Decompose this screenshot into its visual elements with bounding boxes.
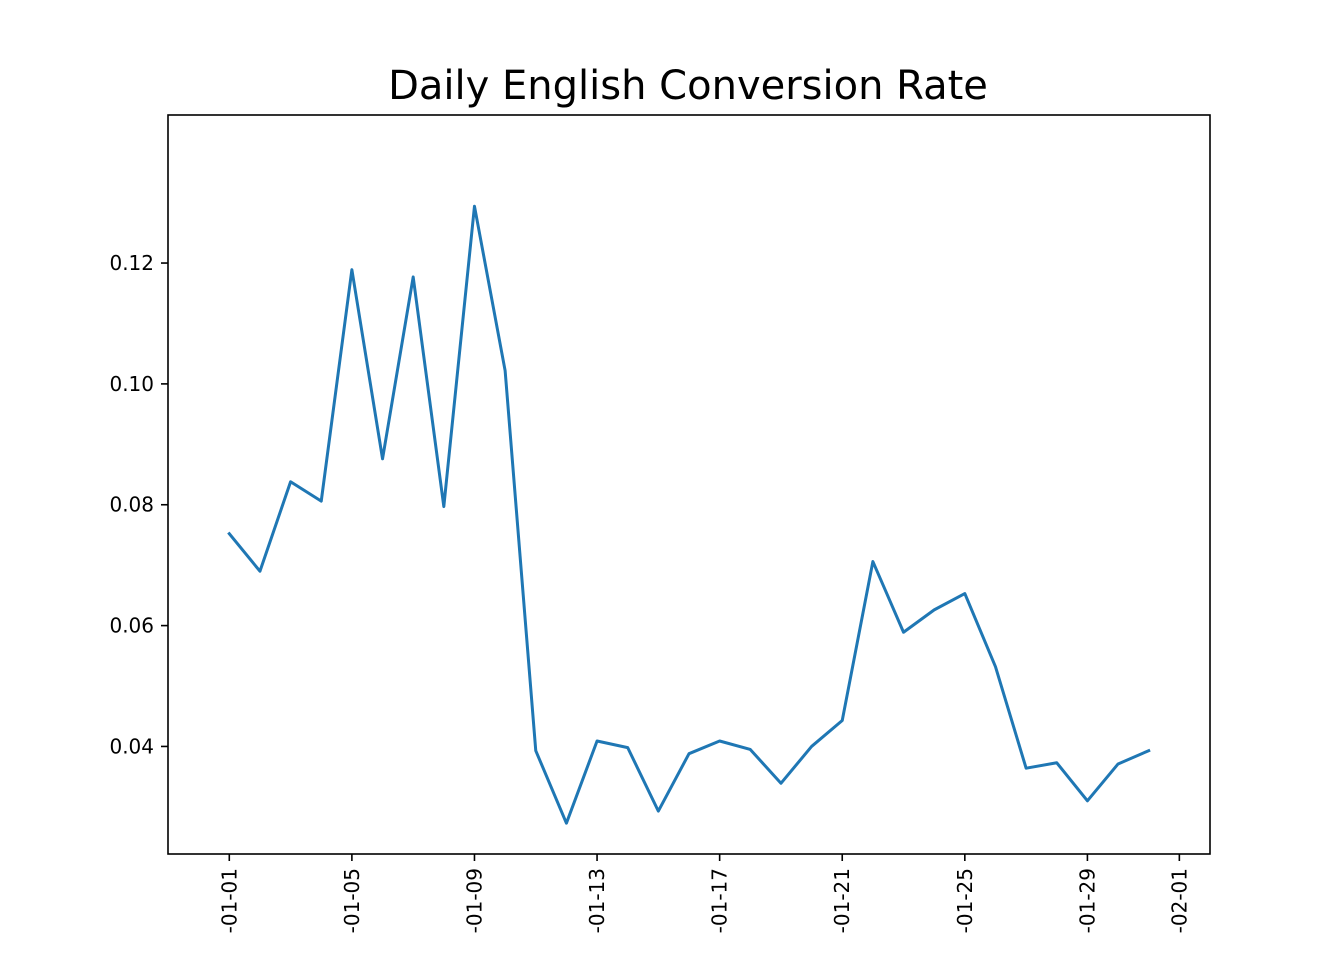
plot-area (168, 115, 1210, 854)
y-tick-label: 0.08 (109, 493, 154, 517)
y-axis: 0.04 0.06 0.08 0.10 0.12 (109, 251, 168, 758)
x-tick-label: -01-01 (217, 868, 241, 933)
series-line (227, 204, 1151, 825)
x-tick-label: -01-13 (585, 868, 609, 933)
y-tick-label: 0.04 (109, 734, 154, 758)
y-tick-label: 0.06 (109, 614, 154, 638)
x-tick-label: -01-17 (708, 868, 732, 933)
plot-frame (167, 114, 1211, 855)
x-tick-label: -02-01 (1167, 868, 1191, 933)
x-tick-label: -01-25 (953, 868, 977, 933)
y-tick-label: 0.10 (109, 372, 154, 396)
chart-title: Daily English Conversion Rate (388, 63, 988, 109)
x-tick-label: -01-05 (340, 868, 364, 933)
x-tick-label: -01-21 (830, 868, 854, 933)
x-axis: -01-01 -01-05 -01-09 -01-13 -01-17 -01-21 -01-… (217, 854, 1191, 933)
y-tick-label: 0.12 (109, 251, 154, 275)
x-tick-label: -01-09 (462, 868, 486, 933)
x-tick-label: -01-29 (1075, 868, 1099, 933)
